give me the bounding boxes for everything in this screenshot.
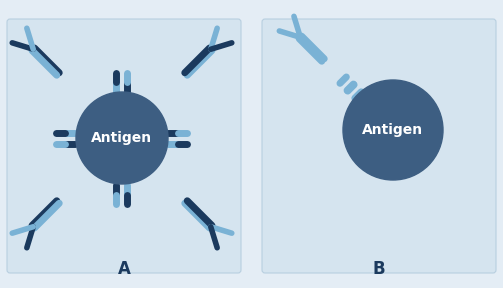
- Text: A: A: [118, 260, 130, 278]
- Circle shape: [343, 80, 443, 180]
- Text: B: B: [373, 260, 385, 278]
- FancyBboxPatch shape: [7, 19, 241, 273]
- FancyBboxPatch shape: [262, 19, 496, 273]
- Text: Antigen: Antigen: [92, 131, 152, 145]
- Text: Antigen: Antigen: [363, 123, 424, 137]
- Circle shape: [76, 92, 168, 184]
